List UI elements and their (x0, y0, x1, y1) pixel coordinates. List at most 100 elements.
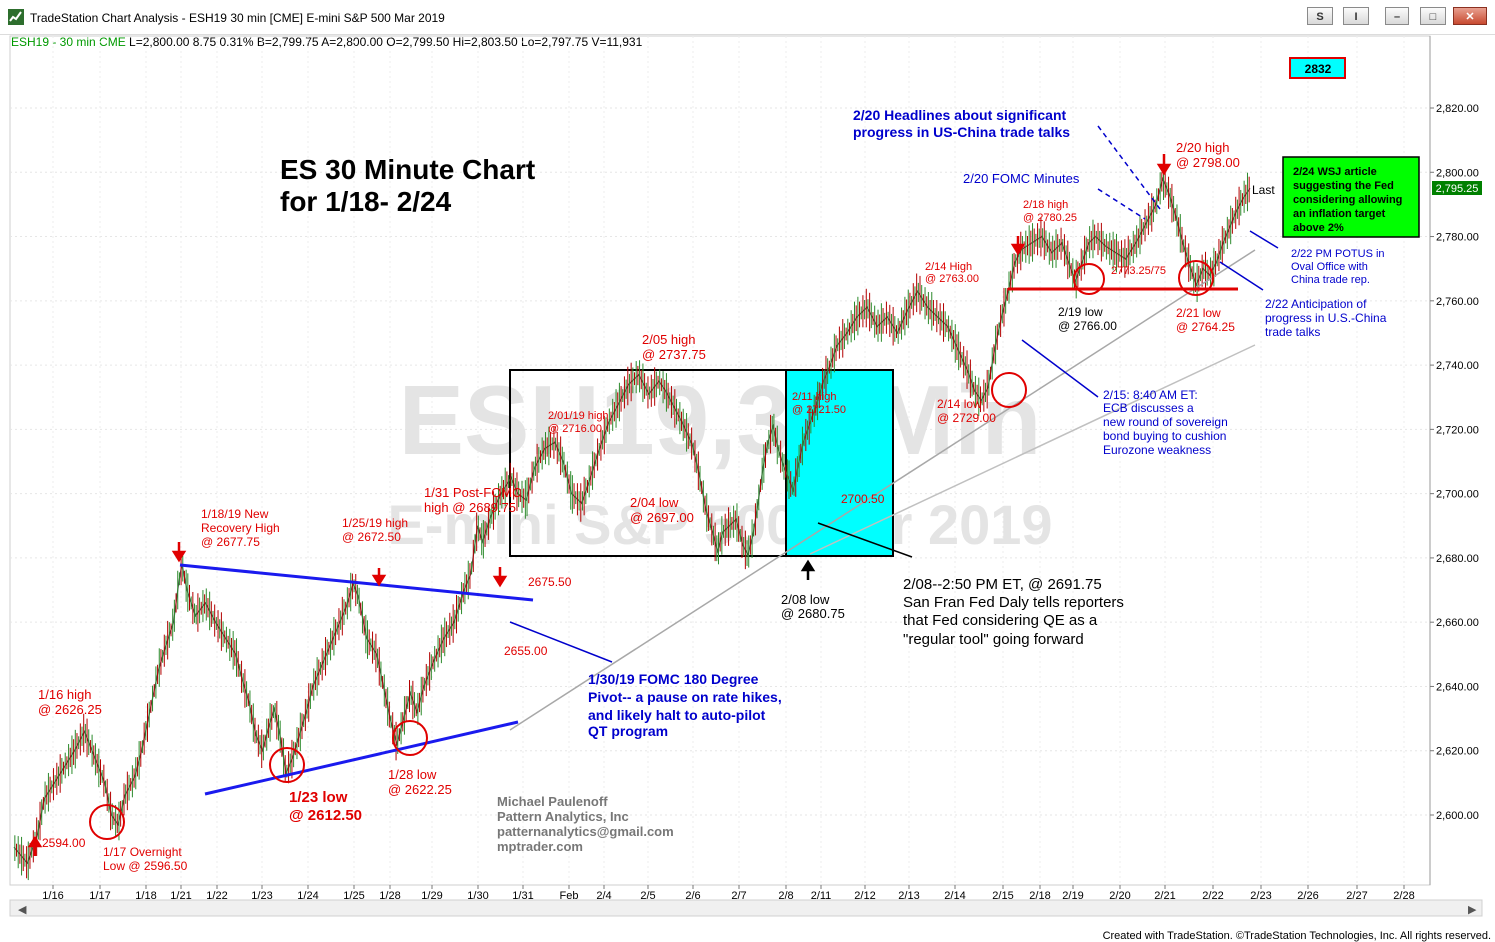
indicator-button[interactable]: I (1343, 7, 1369, 25)
x-tick-label: 1/16 (42, 890, 63, 902)
chart-annotation: 1/23 low (289, 789, 348, 806)
chart-annotation: an inflation target (1293, 208, 1386, 220)
x-tick-label: 2/19 (1062, 890, 1083, 902)
chart-annotation: China trade rep. (1291, 274, 1370, 286)
footer-copyright: Created with TradeStation. ©TradeStation… (1102, 930, 1491, 942)
last-price-tag-bg (1432, 181, 1482, 195)
chart-annotation: 1/28 low (388, 767, 437, 782)
chart-annotation: @ 2763.00 (925, 273, 979, 285)
trendline-blue-upper (179, 563, 534, 602)
close-button[interactable]: ✕ (1453, 7, 1487, 25)
x-tick-label: 2/4 (596, 890, 611, 902)
chart-annotation: 2/01/19 high (548, 410, 609, 422)
chart-annotation: Oval Office with (1291, 261, 1368, 273)
annotation-connectors (509, 125, 1279, 663)
title-bar: TradeStation Chart Analysis - ESH19 30 m… (0, 0, 1495, 35)
y-tick-label: 2,660.00 (1436, 617, 1479, 629)
chart-annotation: 2/22 Anticipation of (1265, 297, 1367, 311)
price-chart[interactable]: ESH19,30 Min E-mini S&P 500 Mar 2019 (0, 34, 1495, 920)
price-line (13, 176, 1251, 865)
y-tick-label: 2,820.00 (1436, 103, 1479, 115)
chart-annotation: 2/20 high (1176, 140, 1230, 155)
chart-annotation: Pattern Analytics, Inc (497, 809, 629, 824)
chart-annotation: bond buying to cushion (1103, 429, 1226, 443)
x-tick-label: 2/7 (731, 890, 746, 902)
x-tick-label: 2/27 (1346, 890, 1367, 902)
chart-annotation: San Fran Fed Daly tells reporters (903, 594, 1124, 611)
chart-annotation: 2594.00 (42, 836, 86, 850)
chart-annotation: suggesting the Fed (1293, 180, 1394, 192)
maximize-button[interactable]: □ (1420, 7, 1446, 25)
x-tick-label: 2/12 (854, 890, 875, 902)
x-tick-label: 1/23 (251, 890, 272, 902)
x-tick-label: 1/24 (297, 890, 318, 902)
chart-annotation: @ 2697.00 (630, 510, 694, 525)
chart-annotation: new round of sovereign (1103, 415, 1228, 429)
chart-annotation: "regular tool" going forward (903, 631, 1084, 648)
x-tick-label: 2/18 (1029, 890, 1050, 902)
chart-annotation: high @ 2689.75 (424, 500, 516, 515)
x-tick-label: 2/6 (685, 890, 700, 902)
y-tick-label: 2,740.00 (1436, 360, 1479, 372)
chart-annotation: 2/14 low (937, 397, 982, 411)
chart-annotation: 1/31 Post-FOMC (424, 485, 522, 500)
chart-annotation: Eurozone weakness (1103, 443, 1211, 457)
chart-annotation: above 2% (1293, 222, 1344, 234)
chart-annotation: 2/05 high (642, 332, 696, 347)
chart-annotation: 2/19 low (1058, 305, 1103, 319)
chart-annotation: Pivot-- a pause on rate hikes, (588, 689, 782, 705)
window-title: TradeStation Chart Analysis - ESH19 30 m… (30, 11, 445, 25)
chart-annotation: ES 30 Minute Chart (280, 154, 535, 185)
x-tick-label: 2/26 (1297, 890, 1318, 902)
chart-annotation: 2/22 PM POTUS in (1291, 248, 1385, 260)
chart-annotation: Michael Paulenoff (497, 794, 608, 809)
chart-annotation: progress in US-China trade talks (853, 124, 1070, 140)
chart-annotation: 2655.00 (504, 644, 548, 658)
x-tick-label: 2/28 (1393, 890, 1414, 902)
chart-annotation: 1/16 high (38, 687, 92, 702)
chart-annotation: @ 2672.50 (342, 530, 401, 544)
scroll-left-icon[interactable]: ◀ (18, 904, 27, 916)
x-tick-label: 1/21 (170, 890, 191, 902)
chart-annotation: @ 2622.25 (388, 782, 452, 797)
x-tick-label: 2/23 (1250, 890, 1271, 902)
x-tick-label: 1/22 (206, 890, 227, 902)
chart-annotation: 2/24 WSJ article (1293, 166, 1377, 178)
chart-annotation: @ 2780.25 (1023, 212, 1077, 224)
quote-values: L=2,800.00 8.75 0.31% B=2,799.75 A=2,800… (129, 35, 643, 49)
chart-annotation: @ 2677.75 (201, 535, 260, 549)
last-price-tag: 2,795.25 (1436, 183, 1479, 195)
tradestation-app-icon (8, 9, 24, 25)
y-tick-label: 2,600.00 (1436, 810, 1479, 822)
chart-annotation: @ 2737.75 (642, 347, 706, 362)
symbol-link-button[interactable]: S (1307, 7, 1333, 25)
chart-annotation: considering allowing (1293, 194, 1402, 206)
trendline-grey-1 (509, 249, 1256, 731)
chart-annotation: 2700.50 (841, 492, 885, 506)
chart-annotation: mptrader.com (497, 839, 583, 854)
quote-info-bar: ESH19 - 30 min CME L=2,800.00 8.75 0.31%… (11, 35, 642, 49)
x-tick-label: 1/31 (512, 890, 533, 902)
chart-annotation: @ 2612.50 (289, 807, 362, 824)
chart-annotation: @ 2716.00 (548, 423, 602, 435)
chart-annotation: 2/15: 8:40 AM ET: (1103, 388, 1198, 402)
horizontal-scrollbar[interactable] (9, 899, 1483, 917)
x-tick-label: 1/18 (135, 890, 156, 902)
scroll-right-icon[interactable]: ▶ (1468, 904, 1477, 916)
chart-annotation: @ 2798.00 (1176, 155, 1240, 170)
chart-annotation: 2/04 low (630, 495, 679, 510)
chart-annotation: @ 2721.50 (792, 404, 846, 416)
price-series (13, 161, 1251, 881)
chart-annotation: 2/21 low (1176, 306, 1221, 320)
price-level-box (1289, 57, 1346, 79)
chart-annotation: ECB discusses a (1103, 401, 1194, 415)
chart-annotation: @ 2764.25 (1176, 320, 1235, 334)
chart-annotation: 1/18/19 New (201, 507, 269, 521)
chart-annotation: Recovery High (201, 521, 280, 535)
minimize-button[interactable]: – (1385, 7, 1409, 25)
arrow-markers (27, 154, 1172, 856)
x-tick-label: Feb (560, 890, 579, 902)
chart-annotation: @ 2729.00 (937, 411, 996, 425)
chart-annotation: 2/14 High (925, 261, 972, 273)
x-tick-label: 2/14 (944, 890, 965, 902)
